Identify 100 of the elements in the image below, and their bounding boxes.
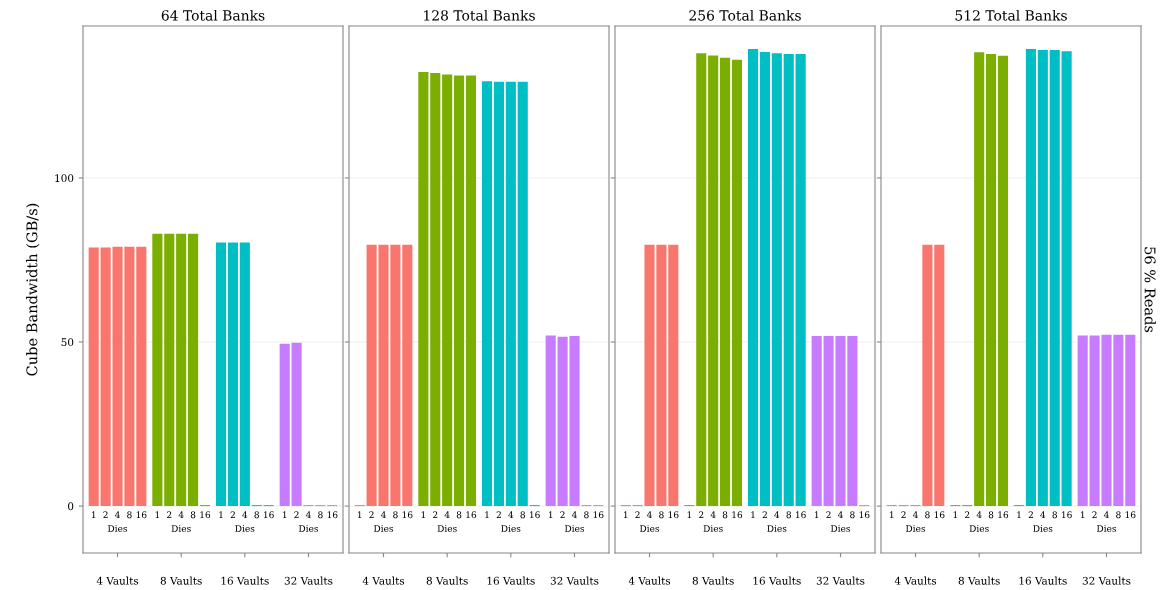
annotation: Dies [1096,525,1117,532]
x-tick-label: 1 [953,511,957,519]
x-tick-label: 8 [584,511,589,519]
x-tick-label: 16 [593,511,604,519]
x-tick-label: 4 [571,511,577,519]
x-tick-label: 1 [91,511,96,519]
text: 8 Vaults [426,576,468,585]
x-tick-label: 8 [850,511,855,519]
text: 32 Vaults [816,576,865,585]
x-tick-label: 1 [889,511,894,519]
annotation: Dies [767,525,787,532]
x-tick-label: 2 [1092,511,1097,519]
x-tick-label: 1 [357,511,362,519]
x-tick-label: 8 [722,511,728,519]
annotation: Dies [171,525,191,532]
x-tick-label: 16 [466,511,477,519]
y-tick-label: 0 [68,502,74,511]
text: 16 Vaults [753,576,801,585]
annotation: Dies [969,525,989,532]
x-tick-label: 16 [998,511,1009,519]
x-tick-label: 16 [200,511,211,519]
text: 4 Vaults [894,576,937,585]
text: 16 Vaults [487,576,535,585]
y2-axis-title: 56 % Reads [1144,247,1156,333]
x-tick-label: 1 [155,511,159,519]
annotation: Dies [437,525,457,532]
x-tick-label: 4 [305,511,311,519]
text: 32 Vaults [550,576,599,585]
x-tick-label: 8 [393,511,398,519]
x-tick-label: 1 [814,511,819,519]
x-tick-label: 8 [190,511,196,519]
x-tick-label: 8 [127,511,132,519]
text: 4 Vaults [628,576,671,585]
x-tick-label: 4 [710,511,716,519]
x-tick-label: 4 [114,511,120,519]
x-tick-label: 16 [1061,511,1072,519]
text: 4 Vaults [96,576,139,585]
text: 16 Vaults [1019,576,1067,585]
text: 8 Vaults [692,576,734,585]
x-tick-label: 8 [988,511,994,519]
x-tick-label: 16 [529,511,540,519]
x-tick-label: 1 [485,511,489,519]
annotation: Dies [639,525,660,532]
x-tick-label: 4 [774,511,780,519]
x-tick-label: 1 [421,511,425,519]
x-tick-label: 2 [901,511,906,519]
annotation: Dies [501,525,521,532]
annotation: Dies [298,525,319,532]
x-tick-label: 16 [859,511,870,519]
x-tick-label: 2 [560,511,565,519]
x-tick-label: 2 [167,511,172,519]
x-tick-label: 16 [934,511,945,519]
x-tick-label: 8 [456,511,462,519]
y-axis-title: Cube Bandwidth (GB/s) [26,203,40,376]
x-tick-label: 4 [1040,511,1046,519]
x-tick-label: 4 [646,511,652,519]
annotation: Dies [703,525,723,532]
annotation: Dies [107,525,128,532]
x-tick-label: 1 [548,511,553,519]
y-tick-label: 100 [55,174,74,183]
x-tick-label: 2 [230,511,235,519]
x-tick-label: 8 [1116,511,1121,519]
text: 32 Vaults [1082,576,1131,585]
x-tick-label: 4 [242,511,248,519]
x-tick-label: 4 [1103,511,1109,519]
x-tick-label: 2 [635,511,640,519]
text: 4 Vaults [362,576,405,585]
chart-title: 512 Total Banks [955,9,1067,21]
x-tick-label: 1 [1080,511,1085,519]
x-tick-label: 16 [795,511,806,519]
x-tick-label: 2 [1028,511,1033,519]
x-tick-label: 4 [976,511,982,519]
x-tick-label: 8 [520,511,525,519]
x-tick-label: 4 [444,511,450,519]
x-tick-label: 1 [687,511,691,519]
x-tick-label: 4 [380,511,386,519]
x-tick-label: 2 [699,511,704,519]
annotation: Dies [1033,525,1053,532]
x-tick-label: 16 [136,511,147,519]
x-tick-label: 16 [1125,511,1136,519]
x-tick-label: 8 [318,511,323,519]
x-tick-label: 16 [263,511,274,519]
x-tick-label: 16 [402,511,413,519]
annotation: Dies [373,525,394,532]
y-tick-label: 50 [61,338,74,347]
x-tick-label: 2 [103,511,108,519]
x-tick-label: 2 [762,511,767,519]
chart-title: 256 Total Banks [689,9,801,21]
x-tick-label: 8 [1052,511,1057,519]
x-tick-label: 1 [1017,511,1021,519]
text: 8 Vaults [160,576,202,585]
x-tick-label: 2 [369,511,374,519]
x-tick-label: 1 [219,511,223,519]
annotation: Dies [830,525,851,532]
x-tick-label: 8 [254,511,259,519]
chart-title: 64 Total Banks [161,9,265,21]
x-tick-label: 1 [282,511,287,519]
x-tick-label: 8 [925,511,930,519]
chart-title: 128 Total Banks [424,9,535,21]
x-tick-label: 2 [965,511,970,519]
